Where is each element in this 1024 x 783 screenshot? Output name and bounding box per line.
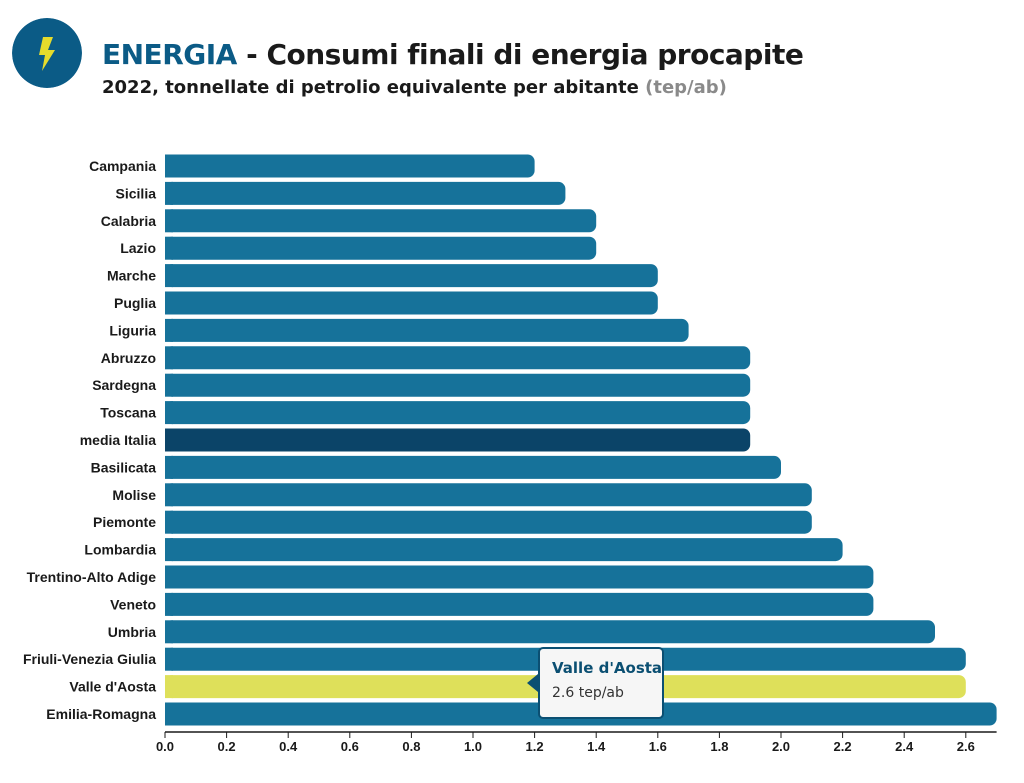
x-tick-label: 1.4 xyxy=(587,739,606,754)
bar-basilicata[interactable] xyxy=(165,455,781,479)
bar-left-edge xyxy=(165,401,173,425)
category-label: Piemonte xyxy=(93,514,156,530)
category-label: Sardegna xyxy=(92,377,156,393)
x-tick-label: 0.4 xyxy=(279,739,298,754)
bar-left-edge xyxy=(165,291,173,315)
chart-title: ENERGIA - Consumi finali di energia proc… xyxy=(102,38,804,71)
category-label: Puglia xyxy=(114,295,156,311)
bar-media-italia[interactable] xyxy=(165,428,751,452)
bar-piemonte[interactable] xyxy=(165,510,812,534)
category-label: Trentino-Alto Adige xyxy=(27,569,157,585)
bar-left-edge xyxy=(165,318,173,342)
x-tick-label: 1.2 xyxy=(526,739,544,754)
bar-campania[interactable] xyxy=(165,154,535,178)
bar-toscana[interactable] xyxy=(165,401,751,425)
bar-left-edge xyxy=(165,346,173,370)
category-label: Lombardia xyxy=(84,542,156,558)
chart-subtitle: 2022, tonnellate di petrolio equivalente… xyxy=(102,77,727,98)
category-label: Lazio xyxy=(120,240,156,256)
bar-marche[interactable] xyxy=(165,264,658,288)
bar-puglia[interactable] xyxy=(165,291,658,315)
bar-sardegna[interactable] xyxy=(165,373,751,397)
bar-left-edge xyxy=(165,181,173,205)
bar-lazio[interactable] xyxy=(165,236,597,260)
category-label: Campania xyxy=(89,158,156,174)
x-tick-label: 2.2 xyxy=(834,739,852,754)
x-tick-label: 2.6 xyxy=(957,739,975,754)
tooltip: Valle d'Aosta 2.6 tep/ab xyxy=(527,647,664,719)
category-label: Friuli-Venezia Giulia xyxy=(23,651,156,667)
category-label: Basilicata xyxy=(91,459,157,475)
category-label: Calabria xyxy=(101,213,156,229)
logo-badge xyxy=(12,18,82,88)
x-tick-label: 1.0 xyxy=(464,739,482,754)
x-tick-label: 0.6 xyxy=(341,739,359,754)
bar-left-edge xyxy=(165,373,173,397)
subtitle-unit: (tep/ab) xyxy=(645,77,727,98)
x-tick-label: 0.0 xyxy=(156,739,174,754)
lightning-bolt-icon xyxy=(39,37,55,71)
bar-left-edge xyxy=(165,702,173,726)
tooltip-arrow xyxy=(527,674,538,692)
bar-umbria[interactable] xyxy=(165,620,935,644)
bar-left-edge xyxy=(165,620,173,644)
bar-left-edge xyxy=(165,209,173,233)
x-tick-label: 0.8 xyxy=(402,739,420,754)
category-label: media Italia xyxy=(80,432,156,448)
bar-trentino-alto-adige[interactable] xyxy=(165,565,874,589)
x-tick-label: 2.0 xyxy=(772,739,790,754)
bar-left-edge xyxy=(165,510,173,534)
bar-left-edge xyxy=(165,565,173,589)
category-label: Toscana xyxy=(100,405,156,421)
x-tick-label: 1.8 xyxy=(710,739,728,754)
bar-veneto[interactable] xyxy=(165,592,874,616)
subtitle-text: 2022, tonnellate di petrolio equivalente… xyxy=(102,77,646,98)
bar-abruzzo[interactable] xyxy=(165,346,751,370)
bar-left-edge xyxy=(165,236,173,260)
bar-left-edge xyxy=(165,154,173,178)
tooltip-title: Valle d'Aosta xyxy=(552,659,663,677)
x-tick-label: 0.2 xyxy=(218,739,236,754)
bar-left-edge xyxy=(165,592,173,616)
bar-left-edge xyxy=(165,675,173,699)
category-label: Abruzzo xyxy=(101,350,156,366)
bar-sicilia[interactable] xyxy=(165,181,566,205)
category-label: Valle d'Aosta xyxy=(69,679,156,695)
bar-chart: Campania Sicilia Calabria Lazio Marche Puglia… xyxy=(23,154,997,754)
category-label: Umbria xyxy=(108,624,156,640)
bar-left-edge xyxy=(165,428,173,452)
title-text: - Consumi finali di energia procapite xyxy=(236,38,804,71)
tooltip-value: 2.6 tep/ab xyxy=(552,685,624,701)
bar-left-edge xyxy=(165,538,173,562)
category-label: Emilia-Romagna xyxy=(46,706,156,722)
category-label: Marche xyxy=(107,268,156,284)
bar-left-edge xyxy=(165,455,173,479)
bar-calabria[interactable] xyxy=(165,209,597,233)
bar-molise[interactable] xyxy=(165,483,812,507)
category-label: Sicilia xyxy=(116,185,157,201)
category-label: Liguria xyxy=(109,322,156,338)
x-tick-label: 1.6 xyxy=(649,739,667,754)
x-tick-label: 2.4 xyxy=(895,739,914,754)
category-label: Veneto xyxy=(110,596,156,612)
bar-liguria[interactable] xyxy=(165,318,689,342)
category-label: Molise xyxy=(112,487,156,503)
bar-left-edge xyxy=(165,264,173,288)
bar-left-edge xyxy=(165,483,173,507)
title-accent: ENERGIA xyxy=(102,38,237,71)
bar-left-edge xyxy=(165,647,173,671)
bar-lombardia[interactable] xyxy=(165,538,843,562)
